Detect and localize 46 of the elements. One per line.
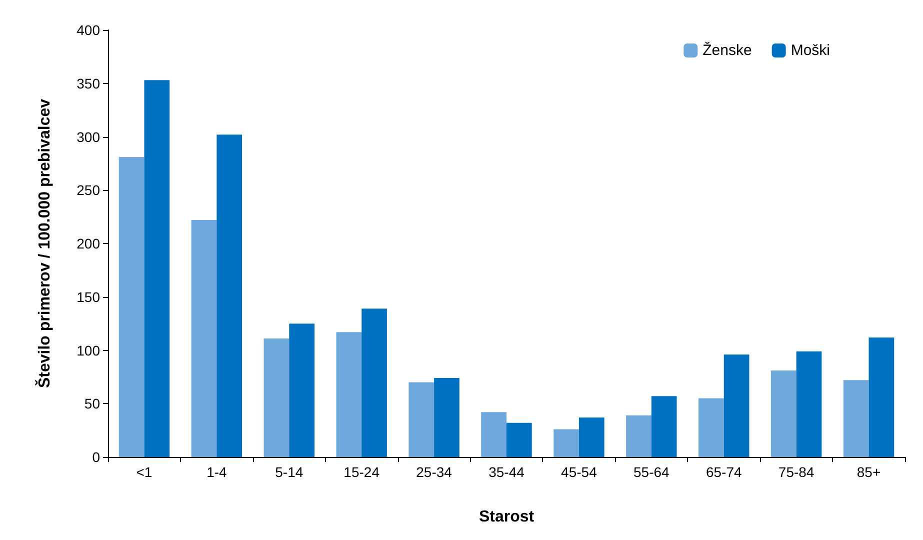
bar: [408, 382, 434, 457]
x-tick-label: 15-24: [344, 464, 380, 480]
bar: [506, 422, 532, 457]
bar: [362, 308, 387, 457]
bar: [770, 370, 796, 457]
bar: [698, 398, 724, 457]
bar: [264, 338, 290, 457]
y-tick-label: 400: [76, 22, 100, 38]
x-tick-label: 75-84: [778, 464, 814, 480]
x-tick-label: <1: [136, 464, 152, 480]
y-tick-label: 150: [76, 288, 100, 305]
legend-label: Ženske: [702, 41, 752, 59]
bar: [626, 415, 652, 457]
x-tick-label: 1-4: [206, 464, 228, 480]
x-tick-label: 45-54: [561, 464, 598, 480]
bar: [118, 157, 144, 457]
x-axis-title: Starost: [478, 508, 535, 526]
bar: [434, 378, 460, 457]
y-axis-title: Število primerov / 100.000 prebivalcev: [34, 98, 54, 388]
bar: [481, 412, 506, 457]
y-tick-label: 0: [92, 449, 100, 465]
bar: [216, 134, 242, 457]
x-tick-label: 25-34: [416, 464, 452, 480]
x-tick-label: 85+: [856, 464, 881, 480]
bar: [724, 354, 750, 457]
y-tick-label: 200: [76, 236, 100, 252]
y-tick-label: 250: [76, 182, 100, 198]
bar: [578, 418, 604, 457]
bar: [843, 380, 869, 457]
y-tick-label: 50: [84, 396, 100, 412]
legend-label: Moški: [790, 42, 830, 59]
x-tick-label: 35-44: [488, 464, 525, 480]
bar: [144, 80, 170, 457]
y-tick-label: 350: [76, 75, 100, 92]
x-tick-label: 65-74: [706, 464, 742, 480]
bar: [796, 351, 822, 457]
y-tick-label: 100: [76, 342, 100, 358]
x-tick-label: 55-64: [634, 464, 670, 480]
bar: [191, 220, 217, 457]
bar: [336, 332, 362, 457]
bar: [554, 429, 579, 457]
y-tick-label: 300: [76, 128, 100, 145]
bar: [868, 337, 894, 457]
x-tick-label: 5-14: [275, 464, 304, 480]
bar: [289, 324, 314, 457]
bar: [651, 396, 677, 457]
